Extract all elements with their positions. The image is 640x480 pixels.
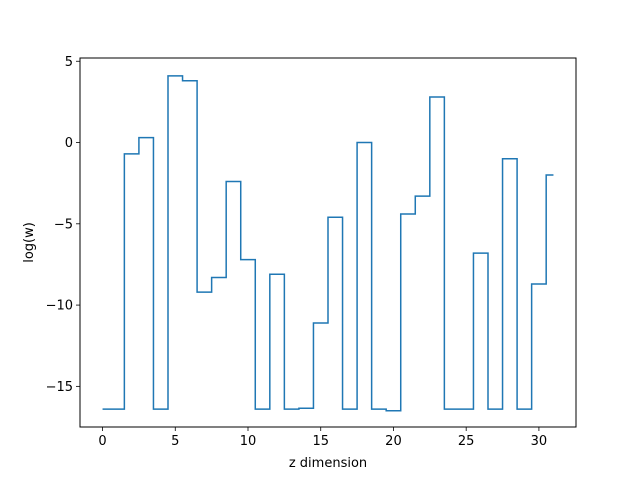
y-tick-label: −15 bbox=[46, 380, 73, 395]
x-axis: 0 5 10 15 20 25 30 bbox=[98, 427, 547, 449]
series-line-0 bbox=[102, 75, 554, 412]
x-tick-label: 15 bbox=[312, 434, 329, 449]
plot-area bbox=[102, 75, 554, 412]
y-tick-label: −5 bbox=[54, 217, 73, 232]
y-axis-label: log(w) bbox=[22, 222, 37, 263]
y-tick-label: 5 bbox=[65, 55, 73, 70]
plot-frame bbox=[79, 57, 577, 428]
y-tick-label: 0 bbox=[65, 136, 73, 151]
x-tick-label: 5 bbox=[171, 434, 179, 449]
x-tick-label: 30 bbox=[531, 434, 548, 449]
x-tick-label: 25 bbox=[458, 434, 475, 449]
x-tick-label: 20 bbox=[385, 434, 402, 449]
x-axis-label: z dimension bbox=[289, 456, 367, 471]
y-tick-label: −10 bbox=[46, 299, 73, 314]
x-tick-label: 0 bbox=[98, 434, 106, 449]
y-axis: 5 0 −5 −10 −15 bbox=[46, 55, 80, 395]
x-tick-label: 10 bbox=[240, 434, 257, 449]
